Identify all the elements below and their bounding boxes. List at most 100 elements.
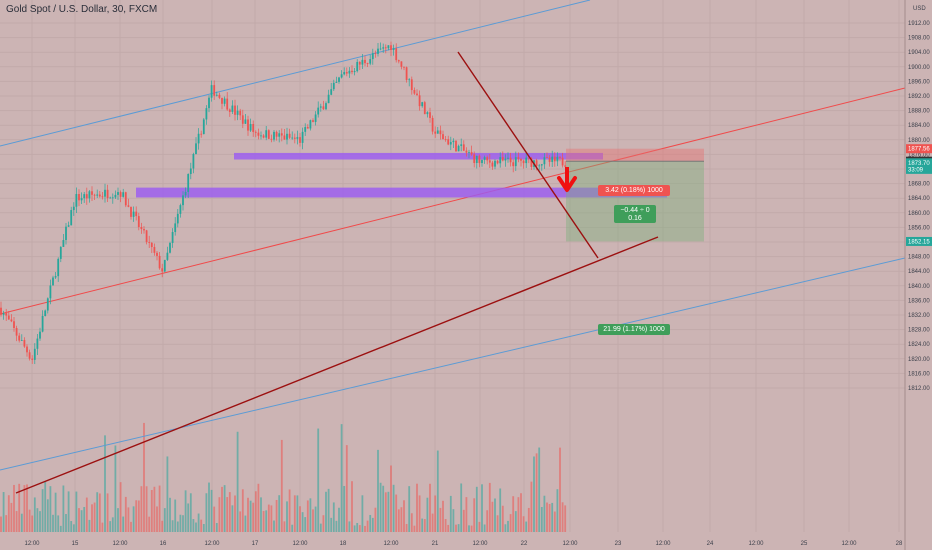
pnl-label-text: −0.44 ÷ 0: [620, 207, 649, 214]
volume-bar: [447, 524, 450, 532]
volume-bar: [23, 485, 26, 532]
candle-body: [416, 93, 418, 96]
candle-body: [301, 131, 304, 143]
volume-bar: [291, 524, 294, 532]
candle-body: [431, 117, 434, 132]
candle-body: [330, 89, 333, 95]
descending-trendline: [457, 51, 599, 259]
candle-body: [137, 216, 140, 228]
candle-body: [452, 140, 455, 143]
x-tick-label: 24: [707, 541, 714, 547]
volume-bar: [540, 507, 543, 532]
volume-bar: [306, 500, 309, 532]
down-arrow-icon: [557, 167, 577, 192]
candle-body: [395, 48, 398, 61]
volume-bar: [431, 513, 434, 532]
candle-body: [197, 133, 200, 144]
candle-body: [371, 53, 374, 60]
candle-body: [67, 225, 70, 227]
volume-bar: [265, 510, 268, 532]
volume-bar: [434, 495, 437, 532]
position-tool[interactable]: 3.42 (0.18%) 1000 −0.44 ÷ 00.16 21.99 (1.1…: [566, 148, 704, 335]
candle-body: [421, 102, 424, 107]
volume-bar: [0, 516, 2, 532]
volume-bar: [140, 486, 143, 532]
volume-bar: [85, 497, 88, 532]
volume-bar: [522, 516, 525, 532]
candle-body: [221, 97, 223, 104]
candle-body: [23, 340, 26, 347]
volume-bar: [41, 489, 44, 532]
volume-bar: [221, 486, 223, 532]
candle-body: [98, 194, 101, 197]
y-tick-label: 1900.00: [908, 65, 930, 71]
price-label-bg: [906, 236, 932, 246]
volume-bar: [62, 485, 65, 532]
candle-body: [382, 47, 385, 49]
candle-body: [70, 210, 73, 226]
candle-body: [218, 94, 221, 98]
y-tick-label: 1836.00: [908, 298, 930, 304]
candle-body: [488, 160, 491, 163]
candle-body: [270, 138, 273, 140]
volume-bar: [231, 505, 234, 532]
volume-bar: [517, 497, 520, 532]
volume-bar: [228, 492, 231, 532]
volume-bar: [551, 502, 554, 532]
volume-bar: [111, 517, 114, 532]
candle-body: [392, 48, 395, 51]
candle-body: [265, 130, 268, 138]
y-tick-label: 1840.00: [908, 284, 930, 290]
candle-body: [343, 72, 346, 75]
time-axis[interactable]: 12:00 15 12:00 16 12:00 17 12:00 18 12:00 21 12:00…: [24, 541, 903, 547]
candle-body: [288, 133, 291, 138]
x-tick-label: 22: [521, 541, 528, 547]
candle-body: [353, 71, 356, 73]
candle-body: [88, 191, 91, 199]
candle-body: [280, 133, 283, 136]
volume-bar: [439, 507, 442, 532]
volume-bar: [379, 482, 382, 532]
volume-bar: [72, 524, 75, 532]
volume-bar: [530, 481, 533, 532]
volume-bar: [59, 525, 62, 532]
candle-body: [444, 139, 447, 141]
volume-bar: [210, 489, 213, 532]
candle-body: [512, 162, 515, 167]
volume-bar: [366, 520, 369, 532]
volume-bar: [7, 495, 10, 532]
candle-body: [486, 157, 489, 161]
volume-bar: [387, 491, 390, 532]
candle-body: [325, 103, 327, 110]
volume-bar: [161, 520, 164, 532]
volume-bar: [319, 523, 322, 532]
x-tick-label: 12:00: [112, 541, 128, 547]
volume-bar: [358, 525, 361, 532]
candle-body: [522, 160, 525, 164]
candle-body: [496, 160, 499, 164]
price-axis[interactable]: USD 1912.00 1908.00 1904.00 1900.00 1896.00 18…: [904, 0, 932, 550]
volume-bar: [322, 515, 325, 532]
stop-label-bg: [598, 185, 670, 196]
candle-body: [538, 165, 541, 167]
candle-body: [462, 144, 465, 151]
candle-body: [410, 79, 413, 91]
candles: [0, 41, 567, 365]
volume-bar: [564, 505, 567, 532]
grid: [0, 0, 905, 532]
volume-bar: [327, 488, 330, 532]
candle-body: [101, 196, 104, 198]
candle-body: [418, 95, 421, 107]
candle-body: [75, 194, 78, 207]
candle-body: [366, 63, 369, 64]
candle-body: [2, 313, 5, 315]
candle-body: [44, 310, 47, 316]
volume-bar: [171, 520, 174, 532]
volume-bar: [156, 506, 158, 532]
candle-body: [345, 72, 348, 74]
volume-bar: [101, 522, 104, 532]
candle-body: [429, 112, 431, 118]
candle-body: [317, 107, 320, 115]
